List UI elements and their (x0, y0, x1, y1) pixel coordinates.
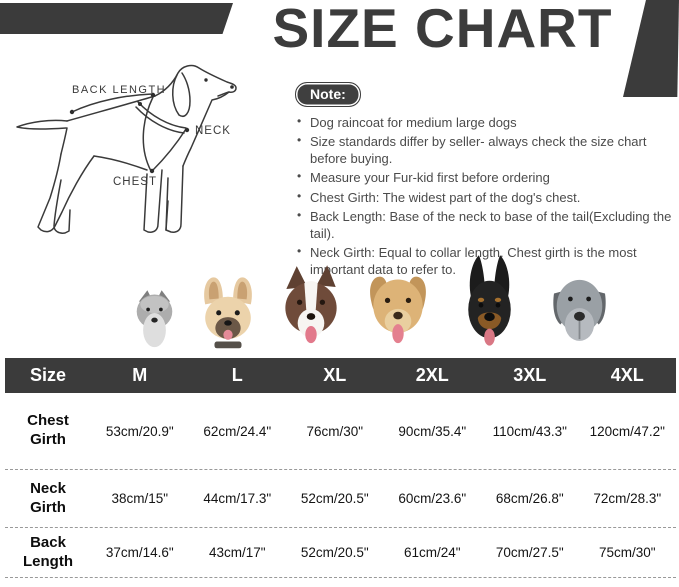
note-list: Dog raincoat for medium large dogs Size … (295, 114, 675, 278)
column-header-m: M (132, 365, 148, 385)
column-header-3xl: 3XL (513, 365, 547, 385)
note-item: Size standards differ by seller- always … (295, 133, 675, 167)
dog-measurement-diagram: BACK LENGTH NECK CHEST (10, 60, 290, 250)
row-label-chest-girth: Chest Girth (27, 412, 69, 448)
dog-breed-photos (126, 253, 616, 350)
table-cell: 76cm/30" (306, 423, 364, 439)
table-cell: 90cm/35.4" (398, 423, 467, 439)
column-header-2xl: 2XL (415, 365, 449, 385)
table-cell: 75cm/30" (598, 545, 656, 560)
note-item: Measure your Fur-kid first before orderi… (295, 169, 675, 186)
table-row-chest-girth: Chest Girth 53cm/20.9" 62cm/24.4" 76cm/3… (5, 393, 676, 470)
note-item: Chest Girth: The widest part of the dog'… (295, 189, 675, 206)
note-item: Neck Girth: Equal to collar length. Ches… (295, 244, 675, 278)
dog-outline-drawing-icon: BACK LENGTH NECK CHEST (16, 64, 237, 234)
column-header-size: Size (29, 365, 67, 385)
golden-retriever-photo-icon (370, 276, 426, 344)
page-title: SIZE CHART (272, 0, 613, 59)
great-dane-photo-icon (553, 279, 606, 341)
column-header-xl: XL (323, 365, 347, 385)
table-cell: 120cm/47.2" (589, 423, 665, 439)
table-cell: 43cm/17" (208, 545, 266, 560)
french-bulldog-photo-icon (204, 277, 252, 349)
note-item: Back Length: Base of the neck to base of… (295, 208, 675, 242)
table-cell: 37cm/14.6" (105, 545, 174, 560)
neck-label: NECK (195, 125, 231, 137)
table-cell: 110cm/43.3" (492, 423, 567, 439)
table-cell: 53cm/20.9" (105, 423, 174, 439)
note-section: Note: Dog raincoat for medium large dogs… (295, 82, 675, 280)
table-cell: 38cm/15" (111, 491, 169, 506)
table-row-back-length: Back Length 37cm/14.6" 43cm/17" 52cm/20.… (5, 528, 676, 578)
row-label-back-length: Back Length (23, 533, 73, 570)
table-cell: 72cm/28.3" (593, 491, 662, 506)
table-cell: 52cm/20.5" (300, 491, 369, 506)
column-header-l: L (231, 365, 243, 385)
note-item: Dog raincoat for medium large dogs (295, 114, 675, 131)
table-cell: 61cm/24" (403, 545, 461, 560)
size-table-header-row: Size M L XL 2XL 3XL 4XL (5, 358, 676, 393)
border-collie-photo-icon (285, 265, 337, 344)
note-badge: Note: (295, 82, 361, 107)
table-cell: 68cm/26.8" (495, 491, 564, 506)
table-cell: 44cm/17.3" (203, 491, 272, 506)
table-cell: 60cm/23.6" (398, 491, 467, 506)
table-cell: 70cm/27.5" (495, 545, 564, 560)
back-length-label: BACK LENGTH (72, 84, 166, 96)
size-table: Size M L XL 2XL 3XL 4XL Chest Girth 53cm… (5, 358, 676, 578)
column-header-4xl: 4XL (610, 365, 644, 385)
table-cell: 52cm/20.5" (300, 545, 369, 560)
chest-label: CHEST (113, 176, 157, 188)
row-label-neck-girth: Neck Girth (30, 479, 66, 516)
schnauzer-photo-icon (136, 290, 173, 348)
doberman-photo-icon (468, 255, 511, 346)
table-row-neck-girth: Neck Girth 38cm/15" 44cm/17.3" 52cm/20.5… (5, 470, 676, 528)
header-left-banner (0, 3, 233, 34)
table-cell: 62cm/24.4" (203, 423, 272, 439)
